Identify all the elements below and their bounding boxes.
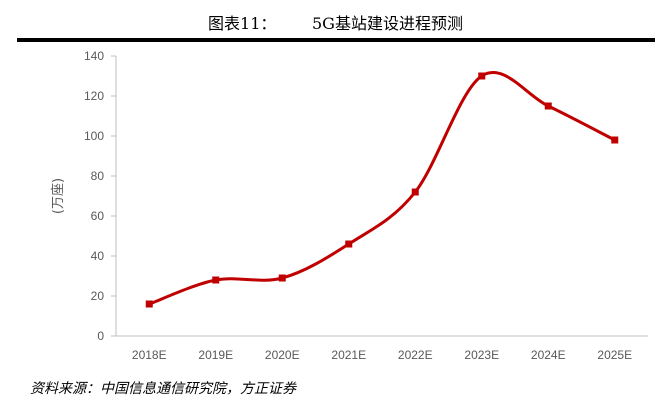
x-tick-label: 2018E — [132, 348, 167, 362]
y-tick-label: 0 — [97, 329, 104, 343]
x-tick-label: 2020E — [265, 348, 300, 362]
x-tick-label: 2019E — [198, 348, 233, 362]
x-tick-label: 2024E — [531, 348, 566, 362]
y-tick-label: 60 — [91, 209, 105, 223]
data-point-marker — [145, 300, 153, 308]
source-note: 资料来源：中国信息通信研究院，方正证券 — [30, 381, 296, 397]
data-point-marker — [212, 276, 220, 284]
data-point-marker — [411, 188, 419, 196]
data-point-marker — [278, 274, 286, 282]
x-tick-label: 2025E — [597, 348, 632, 362]
y-tick-label: 120 — [84, 89, 104, 103]
y-tick-label: 100 — [84, 129, 104, 143]
y-tick-label: 20 — [91, 289, 105, 303]
x-tick-label: 2023E — [464, 348, 499, 362]
series-line — [148, 71, 616, 306]
y-axis-label: (万座) — [51, 178, 66, 214]
data-point-marker — [345, 240, 353, 248]
data-point-marker — [544, 102, 552, 110]
title-rule — [17, 38, 655, 42]
data-point-marker — [611, 136, 619, 144]
x-tick-label: 2021E — [331, 348, 366, 362]
data-point-marker — [478, 72, 486, 80]
y-tick-label: 80 — [91, 169, 105, 183]
x-tick-label: 2022E — [398, 348, 433, 362]
figure-title: 图表11： 5G基站建设进程预测 — [208, 14, 463, 33]
y-tick-label: 40 — [91, 249, 105, 263]
y-tick-label: 140 — [84, 49, 104, 63]
